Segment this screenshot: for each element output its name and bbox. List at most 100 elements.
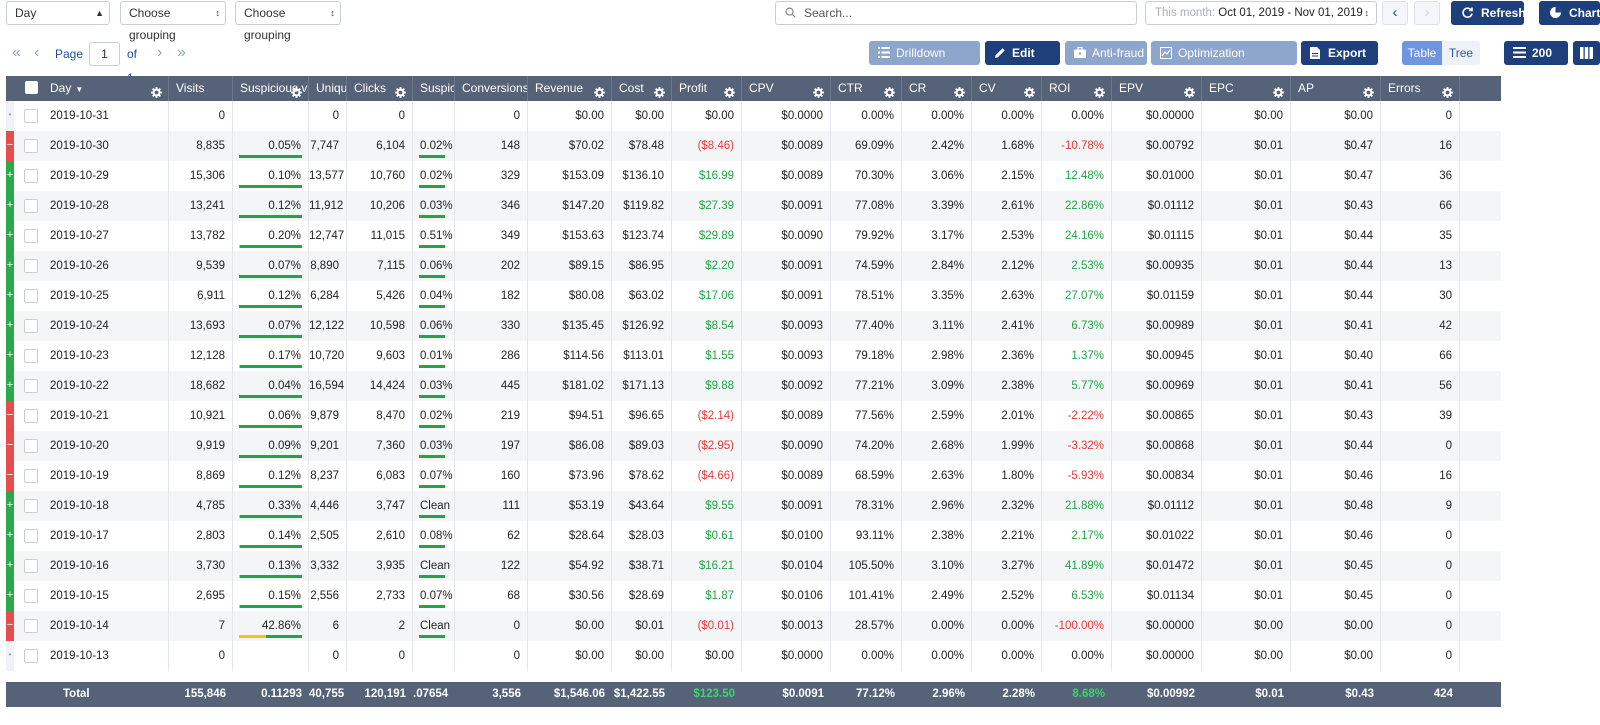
- row-checkbox[interactable]: [24, 139, 38, 153]
- row-checkbox[interactable]: [24, 169, 38, 183]
- gear-icon[interactable]: [291, 82, 302, 101]
- column-header-ap[interactable]: AP: [1291, 76, 1381, 101]
- drilldown-report-button[interactable]: Drilldown report: [869, 41, 980, 84]
- expand-row-button[interactable]: +: [6, 161, 14, 191]
- row-checkbox[interactable]: [24, 469, 38, 483]
- column-header-cv[interactable]: CV: [972, 76, 1042, 101]
- page-number-input[interactable]: 1: [89, 42, 120, 66]
- row-checkbox[interactable]: [24, 589, 38, 603]
- prev-page-icon[interactable]: ‹: [34, 44, 40, 61]
- row-checkbox[interactable]: [24, 559, 38, 573]
- next-page-icon[interactable]: ›: [157, 44, 163, 61]
- gear-icon[interactable]: [395, 82, 406, 101]
- column-header-visits[interactable]: Visits: [169, 76, 233, 101]
- expand-row-button[interactable]: −: [6, 611, 14, 641]
- page-size-select[interactable]: 200 ▼: [1504, 41, 1568, 83]
- column-header-ctr[interactable]: CTR: [831, 76, 902, 101]
- gear-icon[interactable]: [954, 82, 965, 101]
- select-all-checkbox[interactable]: [25, 81, 38, 94]
- row-checkbox[interactable]: [24, 649, 38, 663]
- table-row[interactable]: +2019-10-28 13,241 0.12% 11,912 10,206 0.03% 3…: [6, 191, 1501, 221]
- table-row[interactable]: +2019-10-15 2,695 0.15% 2,556 2,733 0.07% 68 $3…: [6, 581, 1501, 611]
- table-row[interactable]: − 2019-10-20 9,919 0.09% 9,201 7,360 0.03% 197 $…: [6, 431, 1501, 461]
- column-header-clicks[interactable]: Clicks: [347, 76, 413, 101]
- expand-row-button[interactable]: +: [6, 371, 14, 401]
- first-page-icon[interactable]: «: [12, 44, 21, 61]
- expand-row-button[interactable]: +: [6, 491, 14, 521]
- expand-row-button[interactable]: +: [6, 581, 14, 611]
- expand-row-button[interactable]: +: [6, 251, 14, 281]
- table-row[interactable]: +2019-10-22 18,682 0.04% 16,594 14,424 0.03% 4…: [6, 371, 1501, 401]
- column-header-roi[interactable]: ROI: [1042, 76, 1112, 101]
- row-checkbox[interactable]: [24, 229, 38, 243]
- table-row[interactable]: − 2019-10-21 10,921 0.06% 9,879 8,470 0.02% 219…: [6, 401, 1501, 431]
- column-header-susp2[interactable]: Suspic: [413, 76, 455, 101]
- table-row[interactable]: − 2019-10-19 8,869 0.12% 8,237 6,083 0.07% 160 $…: [6, 461, 1501, 491]
- table-row[interactable]: +2019-10-24 13,693 0.07% 12,122 10,598 0.06% 3…: [6, 311, 1501, 341]
- refresh-button[interactable]: Refresh: [1451, 1, 1526, 25]
- row-checkbox[interactable]: [24, 439, 38, 453]
- expand-row-button[interactable]: +: [6, 521, 14, 551]
- view-table-toggle[interactable]: Table: [1402, 41, 1442, 65]
- last-page-icon[interactable]: »: [177, 44, 186, 61]
- row-checkbox[interactable]: [24, 529, 38, 543]
- column-header-profit[interactable]: Profit: [672, 76, 742, 101]
- row-status-neutral[interactable]: •: [6, 101, 14, 131]
- row-status-neutral[interactable]: •: [6, 641, 14, 671]
- gear-icon[interactable]: [813, 82, 824, 101]
- search-box[interactable]: [775, 1, 1137, 25]
- grouping-select-1[interactable]: Day ▲: [6, 1, 110, 25]
- row-checkbox[interactable]: [24, 319, 38, 333]
- expand-row-button[interactable]: +: [6, 221, 14, 251]
- grouping-select-3[interactable]: Choose grouping ↕: [235, 1, 341, 42]
- row-checkbox[interactable]: [24, 379, 38, 393]
- row-checkbox[interactable]: [24, 289, 38, 303]
- table-row[interactable]: +2019-10-25 6,911 0.12% 6,284 5,426 0.04% 182 $…: [6, 281, 1501, 311]
- column-header-cr[interactable]: CR: [902, 76, 972, 101]
- table-row[interactable]: − 2019-10-14 7 42.86% 6 2 Clean 0 $0.00 $0.01 ($0.…: [6, 611, 1501, 641]
- columns-button[interactable]: [1573, 41, 1600, 65]
- table-row[interactable]: +2019-10-17 2,803 0.14% 2,505 2,610 0.08% 62 $2…: [6, 521, 1501, 551]
- expand-row-button[interactable]: +: [6, 281, 14, 311]
- column-header-cpv[interactable]: CPV: [742, 76, 831, 101]
- row-checkbox[interactable]: [24, 409, 38, 423]
- expand-row-button[interactable]: −: [6, 431, 14, 461]
- table-row[interactable]: • 2019-10-13 0 0 0 0 $0.00 $0.00 $0.00 $0.0000 0.0…: [6, 641, 1501, 671]
- grouping-select-2[interactable]: Choose grouping ↕: [120, 1, 226, 42]
- gear-icon[interactable]: [1363, 82, 1374, 101]
- column-header-uniq[interactable]: Uniqu: [309, 76, 347, 101]
- prev-period-button[interactable]: ‹: [1382, 1, 1408, 25]
- gear-icon[interactable]: [1442, 82, 1453, 101]
- column-header-conv[interactable]: Conversions: [455, 76, 528, 101]
- column-header-susp[interactable]: Suspicious vis: [233, 76, 309, 101]
- gear-icon[interactable]: [594, 82, 605, 101]
- edit-flow-button[interactable]: Edit flow: [985, 41, 1060, 84]
- expand-row-button[interactable]: +: [6, 311, 14, 341]
- gear-icon[interactable]: [1024, 82, 1035, 101]
- table-row[interactable]: +2019-10-16 3,730 0.13% 3,332 3,935 Clean 122 $…: [6, 551, 1501, 581]
- gear-icon[interactable]: [884, 82, 895, 101]
- anti-fraud-button[interactable]: Anti-fraud: [1065, 41, 1147, 65]
- sort-desc-icon[interactable]: ▼: [75, 85, 84, 94]
- search-input[interactable]: [804, 4, 1124, 22]
- expand-row-button[interactable]: −: [6, 461, 14, 491]
- row-checkbox[interactable]: [24, 619, 38, 633]
- expand-row-button[interactable]: +: [6, 341, 14, 371]
- chart-button[interactable]: Chart: [1539, 1, 1600, 25]
- gear-icon[interactable]: [1094, 82, 1105, 101]
- date-range-picker[interactable]: This month: Oct 01, 2019 - Nov 01, 2019 …: [1145, 1, 1377, 25]
- expand-row-button[interactable]: −: [6, 131, 14, 161]
- expand-row-button[interactable]: +: [6, 191, 14, 221]
- gear-icon[interactable]: [1273, 82, 1284, 101]
- column-header-cost[interactable]: Cost: [612, 76, 672, 101]
- row-checkbox[interactable]: [24, 259, 38, 273]
- table-row[interactable]: − 2019-10-30 8,835 0.05% 7,747 6,104 0.02% 148 $…: [6, 131, 1501, 161]
- column-header-rev[interactable]: Revenue: [528, 76, 612, 101]
- row-checkbox[interactable]: [24, 499, 38, 513]
- expand-row-button[interactable]: −: [6, 401, 14, 431]
- view-tree-toggle[interactable]: Tree: [1442, 41, 1480, 65]
- column-header-epc[interactable]: EPC: [1202, 76, 1291, 101]
- row-checkbox[interactable]: [24, 199, 38, 213]
- table-row[interactable]: +2019-10-23 12,128 0.17% 10,720 9,603 0.01% 28…: [6, 341, 1501, 371]
- next-period-button[interactable]: ›: [1414, 1, 1440, 25]
